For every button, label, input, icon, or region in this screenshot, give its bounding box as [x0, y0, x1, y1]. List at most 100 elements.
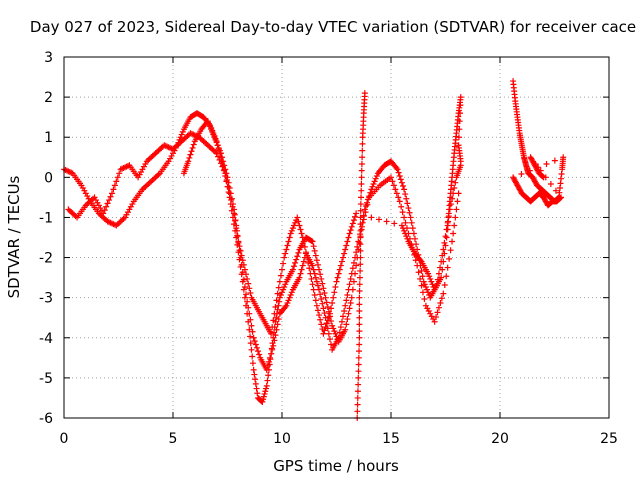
data-point-marker [274, 321, 281, 328]
data-point-marker [338, 258, 345, 265]
data-point-marker [281, 283, 288, 290]
data-point-marker [307, 270, 314, 277]
data-point-marker [271, 310, 278, 317]
data-point-marker [263, 385, 270, 392]
data-point-marker [281, 254, 288, 261]
data-point-marker [208, 126, 215, 133]
data-point-marker [299, 262, 306, 269]
data-point-marker [104, 200, 111, 207]
data-point-marker [373, 172, 380, 179]
data-point-marker [283, 246, 290, 253]
data-point-marker [355, 374, 362, 381]
data-point-marker [438, 274, 445, 281]
data-point-marker [233, 222, 240, 229]
data-point-marker [357, 254, 364, 261]
data-point-marker [414, 262, 421, 269]
data-point-marker [245, 304, 252, 311]
data-point-marker [405, 205, 412, 212]
data-point-marker [359, 140, 366, 147]
data-point-marker [240, 286, 247, 293]
data-point-marker [426, 273, 433, 280]
data-point-marker [219, 154, 226, 161]
data-point-marker [222, 166, 229, 173]
data-point-marker [275, 302, 282, 309]
data-point-marker [333, 278, 340, 285]
x-tick-label: 5 [169, 431, 178, 447]
data-point-marker [239, 257, 246, 264]
data-point-marker [356, 334, 363, 341]
data-point-marker [352, 213, 359, 220]
data-point-marker [299, 234, 306, 241]
data-point-marker [244, 275, 251, 282]
x-axis-label: GPS time / hours [273, 457, 399, 475]
data-point-marker [435, 270, 442, 277]
data-point-marker [110, 186, 117, 193]
data-point-marker [318, 321, 325, 328]
data-point-marker [320, 330, 327, 337]
data-point-marker [269, 346, 276, 353]
data-point-marker [357, 267, 364, 274]
data-point-marker [399, 209, 406, 216]
data-point-marker [248, 346, 255, 353]
data-point-marker [265, 372, 272, 379]
data-point-marker [273, 326, 280, 333]
data-point-marker [245, 280, 252, 287]
data-point-marker [264, 377, 271, 384]
data-point-marker [271, 337, 278, 344]
data-point-marker [404, 235, 411, 242]
x-axis-ticks: 0 5 10 15 20 25 [60, 57, 618, 447]
data-point-marker [342, 246, 349, 253]
data-point-marker [455, 190, 462, 197]
data-point-marker [391, 220, 398, 227]
data-point-marker [236, 243, 243, 250]
data-point-marker [358, 174, 365, 181]
series-trace-late [510, 78, 567, 209]
data-point-marker [317, 291, 324, 298]
data-point-marker [431, 318, 438, 325]
data-point-marker [332, 283, 339, 290]
data-point-marker [228, 197, 235, 204]
data-point-marker [225, 179, 232, 186]
data-point-marker [249, 353, 256, 360]
data-point-marker [323, 299, 330, 306]
data-point-marker [558, 194, 565, 201]
data-point-marker [552, 187, 559, 194]
data-point-marker [338, 318, 345, 325]
data-point-marker [356, 308, 363, 315]
data-point-marker [276, 278, 283, 285]
x-tick-label: 20 [491, 431, 509, 447]
data-point-marker [251, 371, 258, 378]
data-point-marker [220, 158, 227, 165]
data-point-marker [325, 330, 332, 337]
data-point-marker [272, 304, 279, 311]
data-point-marker [297, 226, 304, 233]
data-point-marker [451, 222, 458, 229]
data-point-marker [243, 271, 250, 278]
data-point-marker [322, 324, 329, 331]
data-point-marker [265, 358, 272, 365]
y-axis-ticks: -6 -5 -4 -3 -2 -1 0 1 2 3 [39, 50, 609, 427]
data-point-marker [399, 183, 406, 190]
data-point-marker [320, 305, 327, 312]
data-point-marker [423, 286, 430, 293]
data-point-marker [113, 178, 120, 185]
data-point-marker [282, 281, 289, 288]
data-point-marker [310, 286, 317, 293]
data-point-marker [350, 259, 357, 266]
data-point-marker [357, 221, 364, 228]
data-point-marker [231, 211, 238, 218]
data-point-marker [294, 214, 301, 221]
data-point-marker [282, 304, 289, 311]
data-point-marker [319, 280, 326, 287]
data-point-marker [252, 380, 259, 387]
y-axis-label: SDTVAR / TECUs [5, 175, 23, 298]
data-point-marker [313, 278, 320, 285]
data-point-marker [270, 317, 277, 324]
data-point-marker [329, 322, 336, 329]
data-point-marker [243, 291, 250, 298]
data-point-marker [348, 294, 355, 301]
data-point-marker [264, 362, 271, 369]
data-point-marker [451, 185, 458, 192]
data-point-marker [422, 283, 429, 290]
data-point-marker [439, 266, 446, 273]
